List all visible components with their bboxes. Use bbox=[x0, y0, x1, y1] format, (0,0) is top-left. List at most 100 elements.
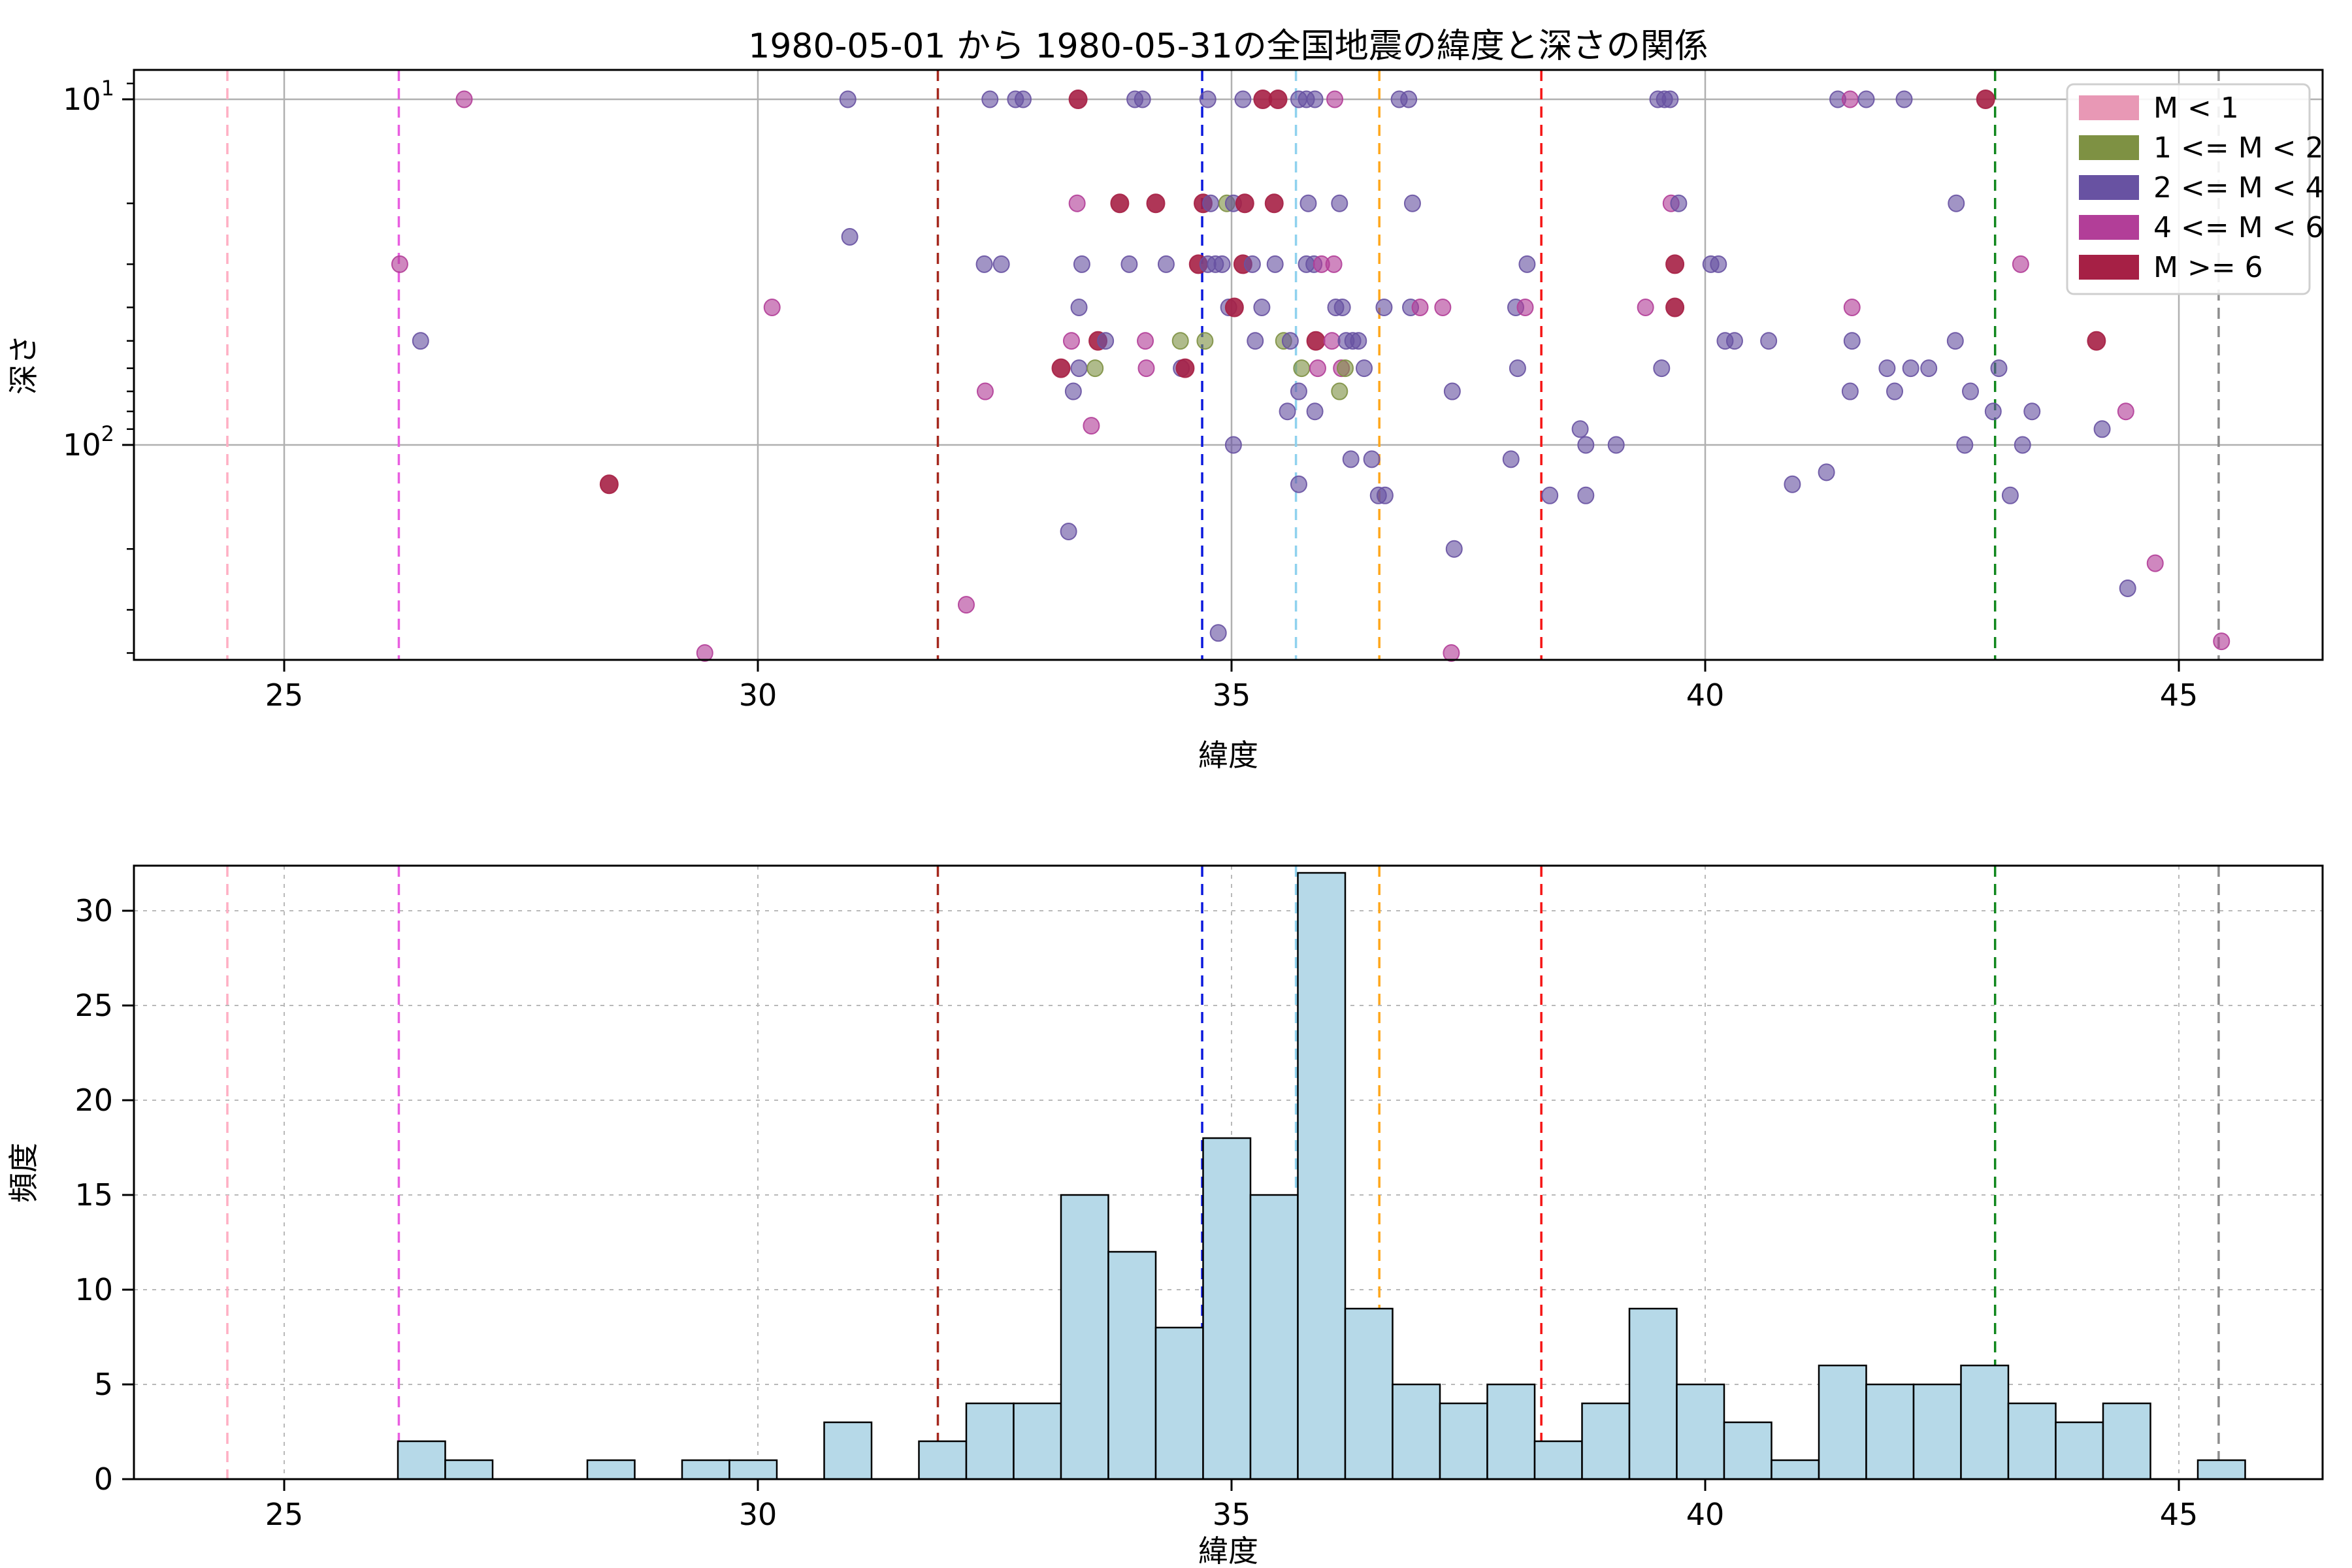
scatter-point bbox=[1083, 417, 1100, 435]
legend-swatch bbox=[2079, 255, 2139, 280]
hist-bar bbox=[586, 1459, 636, 1480]
scatter-point bbox=[1337, 359, 1354, 378]
hist-bar bbox=[1439, 1402, 1488, 1480]
hist-bar bbox=[2197, 1459, 2246, 1480]
scatter-point bbox=[2213, 632, 2230, 651]
scatter-point bbox=[841, 228, 858, 246]
x-tick-label: 30 bbox=[739, 1497, 777, 1532]
hist-bar bbox=[1581, 1402, 1631, 1480]
scatter-point bbox=[1760, 332, 1778, 350]
legend-swatch bbox=[2079, 175, 2139, 200]
hist-bar bbox=[2102, 1402, 2151, 1480]
scatter-point bbox=[1434, 298, 1452, 316]
y-tick-label: 15 bbox=[74, 1177, 113, 1213]
hist-bar bbox=[918, 1440, 968, 1480]
scatter-point bbox=[1293, 359, 1311, 378]
scatter-point bbox=[1331, 194, 1348, 212]
scatter-point bbox=[1290, 475, 1307, 493]
scatter-point bbox=[1331, 382, 1348, 400]
legend-swatch bbox=[2079, 95, 2139, 120]
scatter-point bbox=[1962, 382, 1979, 400]
hist-bar bbox=[1865, 1383, 1915, 1480]
x-tick-label: 45 bbox=[2160, 1497, 2198, 1532]
scatter-point bbox=[1607, 436, 1625, 454]
hist-bar bbox=[1297, 872, 1347, 1480]
scatter-point bbox=[1309, 359, 1326, 378]
scatter-point bbox=[992, 255, 1010, 273]
scatter-point bbox=[1202, 194, 1220, 212]
hist-bar bbox=[965, 1402, 1015, 1480]
scatter-point bbox=[2119, 580, 2136, 598]
scatter-point bbox=[2117, 402, 2134, 421]
scatter-point bbox=[1956, 436, 1974, 454]
legend: M < 1 1 <= M < 2 2 <= M < 4 4 <= M < 6 M >= … bbox=[2066, 83, 2324, 295]
scatter-point bbox=[1445, 540, 1463, 558]
scatter-point bbox=[1306, 402, 1324, 421]
scatter-point bbox=[1199, 90, 1217, 108]
scatter-point bbox=[1665, 254, 1685, 274]
y-tick-label: 30 bbox=[74, 893, 113, 928]
legend-label: 2 <= M < 4 bbox=[2153, 171, 2324, 204]
scatter-point bbox=[1577, 486, 1595, 504]
scatter-point bbox=[1843, 332, 1861, 350]
hist-ylabel: 頻度 bbox=[6, 1143, 41, 1203]
scatter-point bbox=[1281, 332, 1299, 350]
scatter-point bbox=[696, 644, 713, 662]
scatter-point bbox=[958, 596, 975, 614]
legend-swatch bbox=[2079, 215, 2139, 240]
hist-bar bbox=[1344, 1307, 1394, 1480]
hist-bar bbox=[1818, 1364, 1867, 1480]
scatter-point bbox=[1665, 297, 1685, 318]
hist-bar bbox=[1960, 1364, 2010, 1480]
scatter-point bbox=[1518, 255, 1536, 273]
scatter-city-lines bbox=[226, 70, 2220, 660]
scatter-point bbox=[1577, 436, 1595, 454]
scatter-point bbox=[839, 90, 857, 108]
scatter-point bbox=[2023, 402, 2041, 421]
hist-bar bbox=[1249, 1194, 1299, 1480]
scatter-point bbox=[1306, 331, 1326, 351]
scatter-point bbox=[1234, 90, 1252, 108]
hist-xlabel: 緯度 bbox=[1198, 1533, 1258, 1568]
figure-title: 1980-05-01 から 1980-05-31の全国地震の緯度と深さの関係 bbox=[748, 27, 1708, 66]
scatter-point bbox=[1073, 255, 1090, 273]
scatter-point bbox=[1068, 194, 1086, 212]
y-tick-label: 10 bbox=[74, 1272, 113, 1307]
scatter-point bbox=[1818, 463, 1835, 482]
hist-axes-border bbox=[133, 864, 2324, 1480]
scatter-point bbox=[1060, 522, 1077, 540]
scatter-point bbox=[1134, 90, 1151, 108]
scatter-point bbox=[599, 474, 619, 495]
scatter-point bbox=[1541, 486, 1559, 504]
scatter-point bbox=[1070, 298, 1088, 316]
scatter-point bbox=[455, 90, 473, 108]
scatter-point bbox=[1841, 90, 1859, 108]
scatter-point bbox=[1857, 90, 1875, 108]
scatter-point bbox=[1895, 90, 1913, 108]
scatter-point bbox=[2012, 255, 2029, 273]
scatter-ticks: 25 30 35 40 45 101 102 bbox=[63, 76, 2198, 713]
scatter-point bbox=[1375, 298, 1393, 316]
scatter-point bbox=[1171, 332, 1189, 350]
hist-bars bbox=[397, 872, 2246, 1480]
scatter-point bbox=[1196, 332, 1214, 350]
scatter-point bbox=[412, 332, 429, 350]
scatter-point bbox=[1920, 359, 1938, 378]
scatter-point bbox=[1670, 194, 1688, 212]
scatter-point bbox=[975, 255, 993, 273]
scatter-point bbox=[1403, 194, 1421, 212]
y-tick-label: 5 bbox=[94, 1367, 113, 1402]
x-tick-label: 30 bbox=[739, 678, 777, 713]
scatter-point bbox=[1062, 332, 1080, 350]
hist-bar bbox=[1912, 1383, 1962, 1480]
hist-bar bbox=[1628, 1307, 1678, 1480]
legend-label: M >= 6 bbox=[2153, 251, 2263, 284]
scatter-point bbox=[1990, 359, 2008, 378]
scatter-point bbox=[1443, 644, 1460, 662]
hist-bar bbox=[823, 1421, 873, 1480]
scatter-point bbox=[1886, 382, 1903, 400]
scatter-point bbox=[391, 255, 408, 273]
scatter-point bbox=[977, 382, 994, 400]
scatter-point bbox=[1137, 332, 1154, 350]
x-tick-label: 35 bbox=[1213, 1497, 1251, 1532]
